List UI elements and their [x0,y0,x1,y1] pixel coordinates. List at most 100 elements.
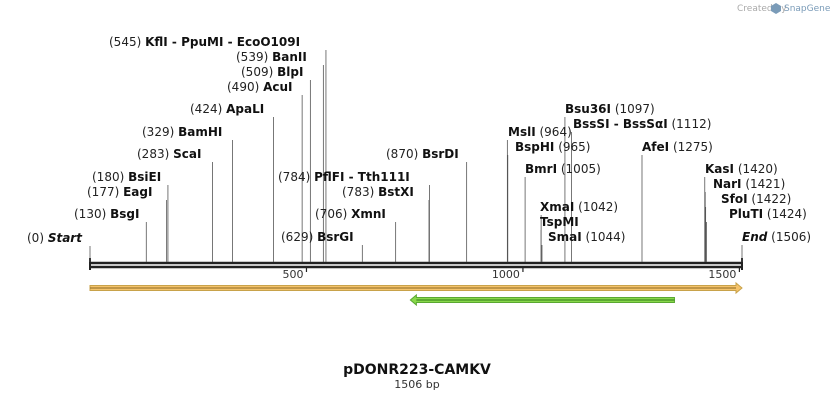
site-label-bsrgi: (629) BsrGI [281,230,354,244]
site-position: (1421) [742,177,786,191]
site-label-scai: (283) ScaI [137,147,201,161]
site-name: KasI [705,162,734,176]
site-labels: (0) Start (130) BsgI (177) EagI(180) BsiEI… [27,35,811,245]
site-name: BssSI - BssSαI [573,117,668,131]
site-label-nari: NarI (1421) [713,177,785,191]
site-position: (1097) [611,102,655,116]
site-name: BsgI [110,207,139,221]
site-label-acui: (490) AcuI [227,80,293,94]
axis-ticks: 500 1000 1500 [282,267,741,281]
site-name: PflFI - Tth111I [314,170,410,184]
site-position: (490) [227,80,263,94]
site-position: (509) [241,65,277,79]
site-label-kasi: KasI (1420) [705,162,778,176]
site-name: Bsu36I [565,102,611,116]
axis-tick-label: 1500 [708,268,736,281]
site-label-end: End (1506) [742,230,811,244]
site-label-bsiei: (180) BsiEI [92,170,161,184]
site-name: NarI [713,177,742,191]
site-label-bsssi: BssSI - BssSαI (1112) [573,117,711,131]
site-label-eagi: (177) EagI [87,185,152,199]
site-position: (870) [386,147,422,161]
credit-brand: SnapGene [784,4,831,14]
site-label-sfoi: SfoI (1422) [721,192,791,206]
site-name: BsrDI [422,147,459,161]
site-name: PluTI [729,207,763,221]
site-position: (545) [109,35,145,49]
axis-tick-label: 1000 [492,268,520,281]
site-position: (784) [278,170,314,184]
snapgene-credit: Created by SnapGene [737,3,831,14]
site-position: (0) [27,231,48,245]
site-position: (539) [236,50,272,64]
site-label-bsrdi: (870) BsrDI [386,147,459,161]
site-label-bsgi: (130) BsgI [74,207,139,221]
site-position: (706) [315,207,351,221]
site-label-pluti: PluTI (1424) [729,207,807,221]
site-name: BmrI [525,162,557,176]
site-name: BanII [272,50,307,64]
features [89,281,743,307]
site-name: End [742,230,768,244]
site-position: (424) [190,102,226,116]
site-name: AcuI [263,80,292,94]
site-position: (629) [281,230,317,244]
site-name: ScaI [173,147,201,161]
site-label-bstxi: (783) BstXI [342,185,414,199]
site-name: BamHI [178,125,222,139]
site-label-start: (0) Start [27,231,83,245]
site-position: (1422) [748,192,792,206]
snapgene-logo-icon [771,3,781,14]
site-name: ApaLI [226,102,264,116]
site-position: (1112) [668,117,712,131]
site-label-msli: MslI (964) [508,125,572,139]
site-label-bsu36i: Bsu36I (1097) [565,102,655,116]
site-label-bsphi: BspHI (965) [515,140,590,154]
site-label-xmai: XmaI (1042) [540,200,618,214]
site-position: (1005) [557,162,601,176]
site-label-blpi: (509) BlpI [241,65,303,79]
site-position: (1420) [734,162,778,176]
site-name: KflI - PpuMI - EcoO109I [145,35,300,49]
site-label-kfli: (545) KflI - PpuMI - EcoO109I [109,35,300,49]
site-name: SfoI [721,192,748,206]
site-label-bamhi: (329) BamHI [142,125,222,139]
site-name: BspHI [515,140,554,154]
sequence-length: 1506 bp [394,378,439,391]
site-position: (1424) [763,207,807,221]
site-name: XmnI [351,207,386,221]
site-label-bmri: BmrI (1005) [525,162,601,176]
site-name: BlpI [277,65,303,79]
site-name: BsiEI [128,170,161,184]
site-position: (130) [74,207,110,221]
site-label-xmni: (706) XmnI [315,207,386,221]
site-position: (329) [142,125,178,139]
site-name: BsrGI [317,230,354,244]
site-position: (1506) [767,230,811,244]
site-position: (965) [554,140,590,154]
site-position: (783) [342,185,378,199]
site-label-banii: (539) BanII [236,50,307,64]
site-position: (1275) [669,140,713,154]
site-name: EagI [123,185,152,199]
sequence-backbone [89,258,743,270]
site-label-smai: SmaI (1044) [548,230,625,244]
site-name: BstXI [378,185,414,199]
site-label-tspmi: TspMI [540,215,579,229]
sequence-title: pDONR223-CAMKV [343,362,491,378]
site-name: SmaI [548,230,582,244]
site-name: MslI [508,125,536,139]
site-label-apali: (424) ApaLI [190,102,264,116]
site-label-afei: AfeI (1275) [642,140,713,154]
axis-tick-label: 500 [282,268,303,281]
site-position: (180) [92,170,128,184]
site-position: (283) [137,147,173,161]
credit-prefix: Created by [737,4,787,14]
site-position: (1042) [574,200,618,214]
site-position: (177) [87,185,123,199]
site-name: AfeI [642,140,669,154]
site-position: (1044) [582,230,626,244]
site-position: (964) [536,125,572,139]
site-label-pflfi: (784) PflFI - Tth111I [278,170,410,184]
